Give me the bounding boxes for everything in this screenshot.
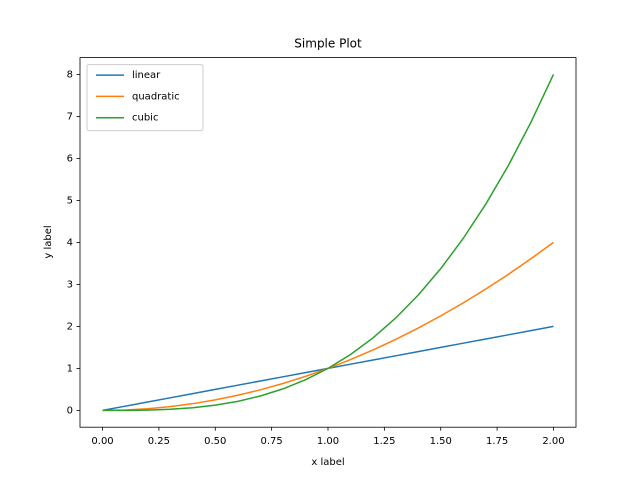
y-tick-label: 6 bbox=[67, 153, 73, 164]
axes-frame bbox=[79, 57, 577, 428]
x-tick-label: 0.25 bbox=[148, 436, 170, 447]
y-tick-label: 3 bbox=[67, 279, 73, 290]
y-tick-label: 1 bbox=[67, 363, 73, 374]
line-series bbox=[102, 74, 555, 412]
x-axis-label: x label bbox=[311, 457, 344, 468]
y-axis-label: y label bbox=[43, 225, 54, 258]
y-tick-label: 7 bbox=[67, 111, 73, 122]
chart-title: Simple Plot bbox=[294, 37, 362, 51]
y-tick-label: 5 bbox=[67, 195, 73, 206]
y-tick-label: 4 bbox=[67, 237, 73, 248]
y-tick-label: 2 bbox=[67, 321, 73, 332]
x-tick-label: 1.25 bbox=[373, 436, 395, 447]
x-tick-label: 0.50 bbox=[204, 436, 226, 447]
x-tick-label: 0.75 bbox=[261, 436, 283, 447]
x-tick-label: 1.00 bbox=[317, 436, 339, 447]
x-tick-label: 1.50 bbox=[430, 436, 452, 447]
x-tick-label: 1.75 bbox=[486, 436, 508, 447]
legend-box bbox=[86, 64, 204, 132]
legend-label: linear bbox=[132, 70, 161, 81]
x-tick-label: 0.00 bbox=[91, 436, 113, 447]
y-tick-label: 0 bbox=[67, 405, 73, 416]
legend-label: cubic bbox=[132, 113, 158, 124]
legend-label: quadratic bbox=[132, 91, 180, 102]
y-tick-label: 8 bbox=[67, 69, 73, 80]
x-tick-label: 2.00 bbox=[542, 436, 564, 447]
